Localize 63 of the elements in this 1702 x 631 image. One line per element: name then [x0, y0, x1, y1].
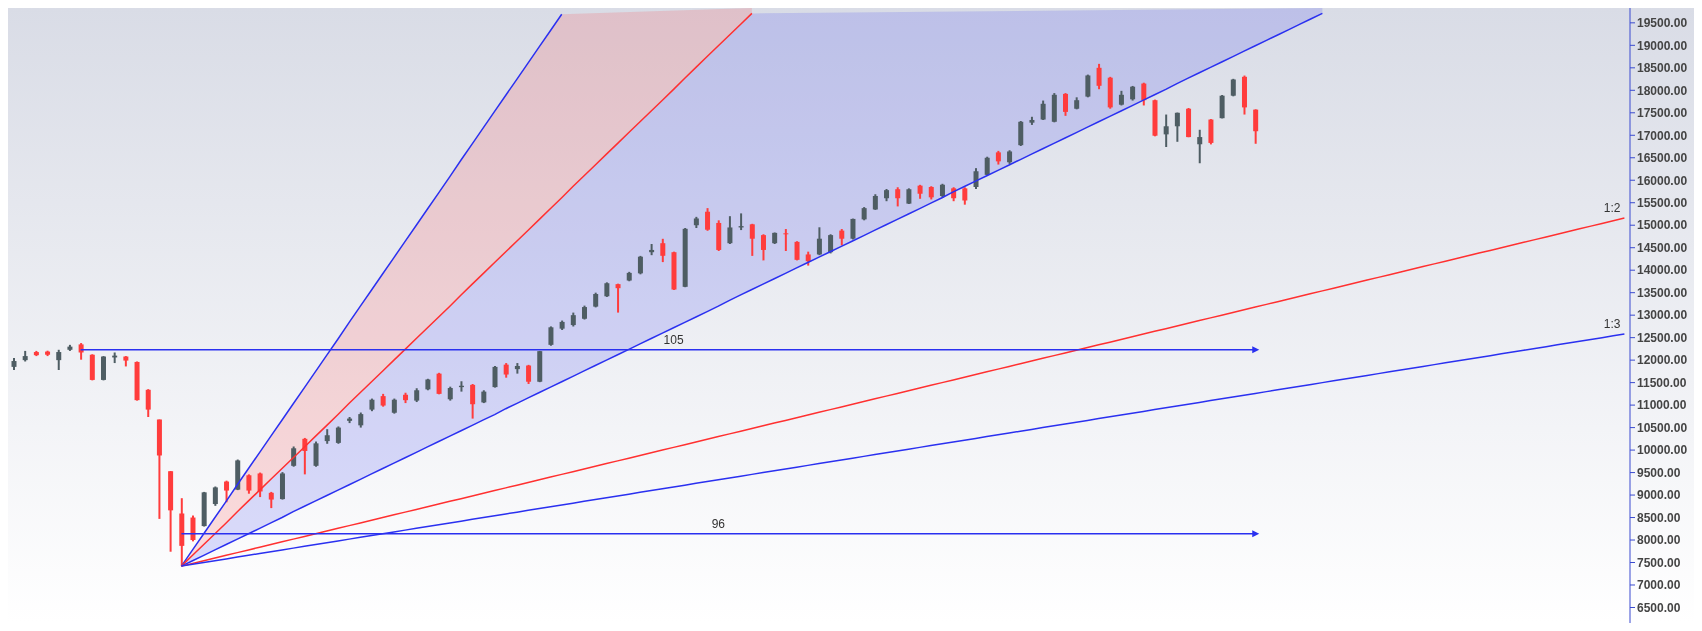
candlestick [145, 388, 151, 419]
candlestick [190, 514, 196, 543]
candlestick [660, 237, 666, 264]
y-tick-label: 12000.00 [1637, 353, 1688, 368]
y-tick-label: 15000.00 [1637, 218, 1688, 233]
y-tick-label: 13000.00 [1637, 308, 1688, 323]
candlestick [828, 233, 834, 255]
candlestick [816, 226, 822, 257]
y-tick-label: 7000.00 [1637, 578, 1681, 593]
candlestick [760, 233, 766, 262]
y-tick-label: 8500.00 [1637, 510, 1681, 525]
candlestick [1018, 120, 1024, 148]
y-tick-label: 19500.00 [1637, 16, 1688, 31]
y-tick-label: 9500.00 [1637, 465, 1681, 480]
candlestick [56, 348, 62, 372]
series-label: 96 [711, 516, 726, 531]
y-tick-label: 18000.00 [1637, 83, 1688, 98]
series-label: 1:3 [1603, 317, 1621, 332]
candlestick [637, 254, 643, 276]
candlestick [1174, 111, 1180, 143]
candlestick [313, 440, 319, 468]
y-tick-label: 16000.00 [1637, 173, 1688, 188]
y-tick-label: 12500.00 [1637, 330, 1688, 345]
candlestick [1208, 118, 1214, 146]
y-tick-label: 17000.00 [1637, 128, 1688, 143]
candlestick [470, 382, 476, 420]
y-tick-label: 19000.00 [1637, 38, 1688, 53]
y-tick-label: 17500.00 [1637, 106, 1688, 121]
candlestick [257, 471, 263, 499]
y-tick-label: 11500.00 [1637, 375, 1687, 390]
candlestick [615, 282, 621, 314]
candlestick [1096, 62, 1102, 91]
y-tick-label: 13500.00 [1637, 285, 1688, 300]
candlestick [783, 228, 789, 252]
y-tick-label: 10000.00 [1637, 443, 1688, 458]
candlestick [895, 186, 901, 208]
y-tick-label: 10500.00 [1637, 420, 1688, 435]
y-tick-label: 8000.00 [1637, 533, 1681, 548]
candlestick [1141, 81, 1147, 107]
candlestick [1063, 92, 1068, 117]
y-tick-label: 6500.00 [1637, 600, 1681, 615]
candlestick [1163, 113, 1169, 149]
candlestick [246, 473, 252, 495]
y-tick-label: 11000.00 [1637, 398, 1687, 413]
candlestick [548, 325, 554, 347]
candlestick [526, 363, 532, 385]
candlestick [1253, 108, 1259, 145]
y-tick-label: 9000.00 [1637, 488, 1681, 503]
candlestick [727, 215, 733, 246]
candlestick [492, 364, 498, 389]
y-tick-label: 7500.00 [1637, 555, 1681, 570]
y-tick-label: 16500.00 [1637, 151, 1688, 166]
y-tick-label: 15500.00 [1637, 195, 1688, 210]
series-label: 105 [663, 332, 684, 347]
candlestick [749, 222, 755, 257]
candlestick [100, 355, 106, 382]
y-tick-label: 14000.00 [1637, 263, 1688, 278]
candlestick [1197, 128, 1203, 165]
candlestick [224, 479, 230, 504]
y-tick-label: 14500.00 [1637, 240, 1688, 255]
y-tick-label: 18500.00 [1637, 61, 1688, 76]
candlestick [705, 207, 711, 232]
series-label: 1:2 [1603, 201, 1621, 216]
